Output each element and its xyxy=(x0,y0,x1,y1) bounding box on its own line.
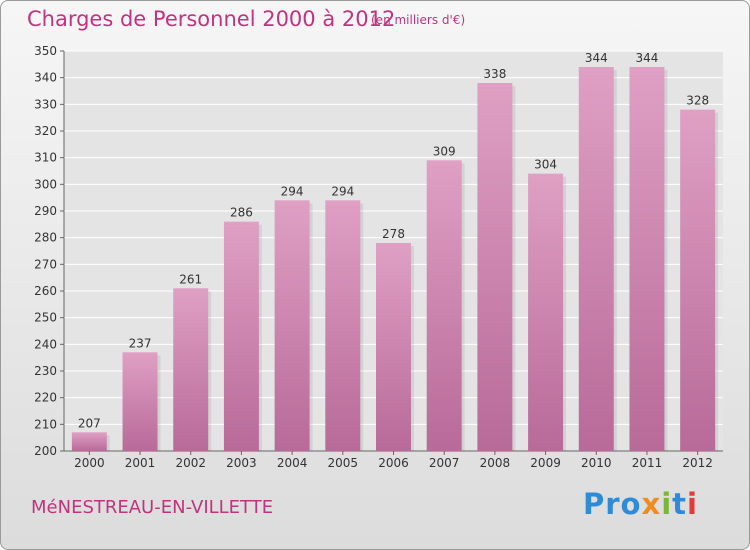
bar xyxy=(680,109,716,452)
bar xyxy=(629,67,665,451)
x-tick-label: 2007 xyxy=(429,456,460,470)
bar xyxy=(223,221,259,451)
town-name: MéNESTREAU-EN-VILLETTE xyxy=(31,497,274,518)
data-label: 328 xyxy=(686,94,709,108)
bar xyxy=(173,288,209,451)
logo-part-5: i xyxy=(687,487,698,521)
chart-title: Charges de Personnel 2000 à 2012 xyxy=(27,7,396,31)
x-tick-label: 2001 xyxy=(125,456,156,470)
x-tick-label: 2002 xyxy=(175,456,206,470)
labels: 207 237 261 286 294 294 278 309 338 304 344 344 328 xyxy=(78,51,709,430)
y-tick-label: 240 xyxy=(34,337,57,351)
data-label: 237 xyxy=(129,336,152,350)
y-tick-label: 280 xyxy=(34,231,57,245)
data-label: 338 xyxy=(483,67,506,81)
x-tick-label: 2000 xyxy=(74,456,105,470)
data-label: 309 xyxy=(433,144,456,158)
x-tick-label: 2010 xyxy=(581,456,612,470)
y-tick-label: 250 xyxy=(34,311,57,325)
y-tick-label: 310 xyxy=(34,151,57,165)
logo-part-4: t xyxy=(672,487,688,521)
bar xyxy=(477,83,513,451)
y-tick-label: 340 xyxy=(34,71,57,85)
logo-part-3: i xyxy=(661,487,673,521)
data-label: 286 xyxy=(230,206,253,220)
bar xyxy=(274,200,310,451)
bar xyxy=(528,173,564,451)
y-tick-label: 230 xyxy=(34,364,57,378)
bar xyxy=(71,432,107,451)
y-tick-label: 330 xyxy=(34,97,57,111)
bar xyxy=(376,243,411,451)
y-tick-label: 270 xyxy=(34,257,57,271)
logo-part-2: x xyxy=(641,487,662,521)
bar xyxy=(578,67,614,451)
data-label: 261 xyxy=(179,272,202,286)
y-tick-label: 320 xyxy=(34,124,57,138)
x-tick-label: 2006 xyxy=(378,456,409,470)
x-tick-label: 2009 xyxy=(530,456,561,470)
data-label: 294 xyxy=(281,184,304,198)
data-label: 207 xyxy=(78,416,101,430)
y-tick-label: 210 xyxy=(34,417,57,431)
x-tick-label: 2008 xyxy=(480,456,511,470)
y-tick-label: 260 xyxy=(34,284,57,298)
bar xyxy=(426,160,462,452)
logo-part-1: Pro xyxy=(583,487,642,521)
y-tick-label: 290 xyxy=(34,204,57,218)
x-tick-label: 2012 xyxy=(682,456,713,470)
bars xyxy=(71,67,719,452)
bar xyxy=(325,200,361,451)
data-label: 344 xyxy=(636,51,659,65)
data-label: 278 xyxy=(382,227,405,241)
x-tick-label: 2003 xyxy=(226,456,257,470)
data-label: 304 xyxy=(534,158,557,172)
x-tick-label: 2011 xyxy=(632,456,663,470)
chart-unit: (en milliers d'€) xyxy=(371,13,466,27)
proxiti-logo: Proxiti xyxy=(583,487,698,521)
y-tick-label: 350 xyxy=(34,44,57,58)
data-label: 344 xyxy=(585,51,608,65)
data-label: 294 xyxy=(331,184,354,198)
bar xyxy=(122,352,158,451)
y-tick-label: 200 xyxy=(34,444,57,458)
x-tick-label: 2004 xyxy=(277,456,308,470)
y-tick-label: 220 xyxy=(34,391,57,405)
x-tick-label: 2005 xyxy=(328,456,359,470)
y-tick-label: 300 xyxy=(34,177,57,191)
